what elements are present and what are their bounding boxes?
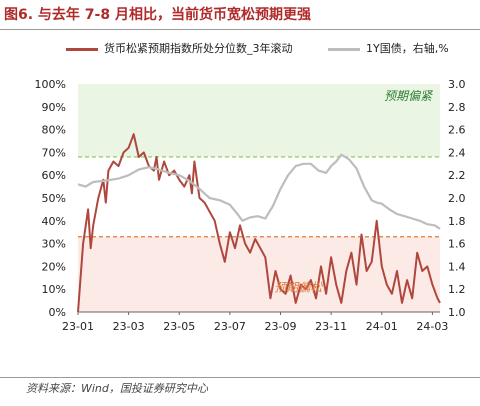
series-line-policy-index (77, 133, 441, 313)
source-divider (0, 377, 480, 378)
y-left-tick-label: 0% (49, 306, 66, 319)
legend-label-treasury-1y: 1Y国债，右轴,% (366, 42, 449, 55)
y-right-tick-label: 2.4 (448, 146, 466, 159)
y-left-tick-label: 80% (42, 124, 66, 137)
y-right-tick-label: 1.8 (448, 215, 466, 228)
chart-title: 图6. 与去年 7-8 月相比，当前货币宽松预期更强 (4, 7, 311, 23)
y-right-tick-label: 3.0 (448, 78, 466, 91)
y-right-tick-label: 1.4 (448, 260, 466, 273)
zone-loose-background (78, 236, 440, 312)
y-left-tick-label: 60% (42, 169, 66, 182)
legend-label-policy-index: 货币松紧预期指数所处分位数_3年滚动 (104, 42, 293, 55)
legend-swatch-policy-index (66, 48, 98, 51)
legend-swatch-treasury-1y (328, 48, 360, 51)
y-left-tick-label: 40% (42, 215, 66, 228)
x-tick-label: 23-07 (214, 320, 246, 333)
y-left-tick-label: 10% (42, 283, 66, 296)
y-left-tick-label: 50% (42, 192, 66, 205)
x-tick-label: 23-05 (163, 320, 195, 333)
y-left-tick-label: 30% (42, 238, 66, 251)
y-right-tick-label: 2.2 (448, 169, 466, 182)
x-tick-label: 23-11 (315, 320, 347, 333)
x-tick-label: 23-03 (113, 320, 145, 333)
chart-plot: 0% 10% 20% 30% 40% 50% 60% 70% 80% 90% 100% 1.0 1.2 1… (35, 78, 466, 333)
source-note: 资料来源：Wind，国投证券研究中心 (26, 382, 208, 395)
y-right-tick-label: 1.2 (448, 283, 466, 296)
zone-label-loose: 预期偏松 (274, 280, 323, 294)
y-right-tick-label: 2.0 (448, 192, 466, 205)
y-left-tick-label: 90% (42, 101, 66, 114)
zone-tight-background (78, 84, 440, 157)
x-tick-label: 23-01 (62, 320, 94, 333)
series-line-treasury-1y (77, 153, 441, 230)
x-tick-label: 23-09 (265, 320, 297, 333)
y-left-tick-label: 100% (35, 78, 66, 91)
y-right-tick-label: 1.6 (448, 238, 466, 251)
y-left-tick-label: 70% (42, 146, 66, 159)
y-right-tick-label: 1.0 (448, 306, 466, 319)
title-divider (0, 29, 480, 30)
y-right-tick-label: 2.6 (448, 124, 466, 137)
zone-label-tight: 预期偏紧 (384, 89, 434, 103)
x-tick-label: 24-01 (366, 320, 398, 333)
x-tick-label: 24-03 (416, 320, 448, 333)
y-right-tick-label: 2.8 (448, 101, 466, 114)
y-left-tick-label: 20% (42, 260, 66, 273)
